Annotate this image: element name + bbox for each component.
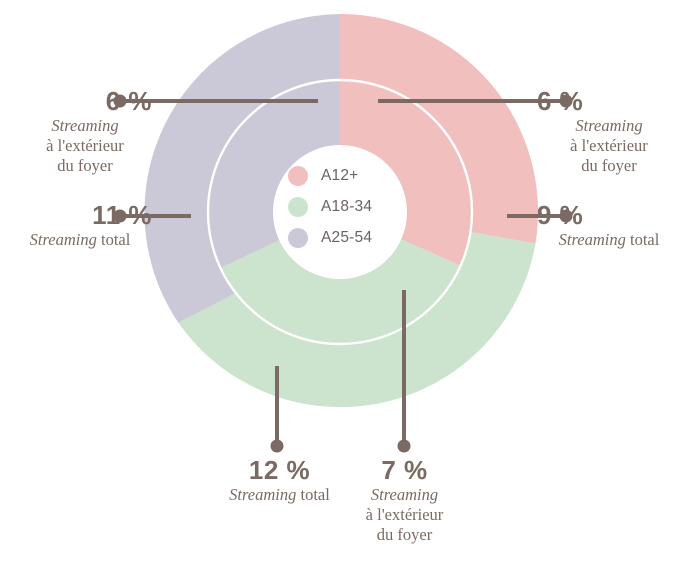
inner-ring (209, 80, 472, 344)
legend-label-a12: A12+ (321, 167, 359, 184)
callout-mid-right-value: 9 % (537, 200, 584, 230)
leader-line-mid-left (113, 209, 191, 223)
leader-line-bottom-right (397, 290, 411, 453)
leader-line-bottom-left (270, 366, 284, 453)
callout-mid-right: 9 % Streaming total (529, 200, 689, 250)
callout-top-left-caption: Streaming à l'extérieur du foyer (46, 116, 124, 175)
leader-line-mid-right (507, 209, 573, 223)
callout-bottom-right-caption: Streaming à l'extérieur du foyer (365, 485, 444, 544)
legend-swatch-a18-34 (288, 197, 308, 217)
legend-item-a12[interactable]: A12+ (288, 166, 398, 186)
outer-sector-a18-34[interactable] (178, 232, 536, 408)
callout-top-left: 6 % Streaming à l'extérieur du foyer (10, 86, 160, 176)
legend-item-a25-54[interactable]: A25-54 (288, 228, 398, 248)
callout-top-right-value: 6 % (537, 86, 584, 116)
outer-sector-a12[interactable] (340, 13, 539, 244)
callout-mid-left: 11 % Streaming total (0, 200, 160, 250)
leader-lines (113, 94, 573, 453)
ring-separator-arc (206, 78, 474, 346)
callout-top-right: 6 % Streaming à l'extérieur du foyer (529, 86, 689, 176)
callout-top-right-caption: Streaming à l'extérieur du foyer (570, 116, 648, 175)
legend-label-a18-34: A18-34 (321, 198, 373, 215)
callout-bottom-left: 12 % Streaming total (182, 455, 377, 505)
chart-legend: A12+ A18-34 A25-54 (288, 166, 398, 259)
callout-top-left-value: 6 % (105, 86, 152, 116)
legend-swatch-a25-54 (288, 228, 308, 248)
callout-bottom-right-value: 7 % (381, 455, 428, 485)
inner-sector-a12[interactable] (340, 80, 472, 266)
callout-bottom-left-value: 12 % (248, 455, 311, 485)
inner-sector-a18-34[interactable] (221, 239, 460, 344)
callout-mid-right-caption: Streaming total (558, 230, 660, 249)
legend-swatch-a12 (288, 166, 308, 186)
callout-bottom-right: 7 % Streaming à l'extérieur du foyer (337, 455, 472, 545)
callout-bottom-left-caption: Streaming total (229, 485, 330, 504)
legend-item-a18-34[interactable]: A18-34 (288, 197, 398, 217)
callout-mid-left-value: 11 % (92, 200, 152, 230)
leader-line-top-left (113, 94, 318, 108)
leader-line-top-right (378, 94, 573, 108)
callout-mid-left-caption: Streaming total (29, 230, 131, 249)
inner-sector-a25-54[interactable] (209, 81, 340, 268)
legend-label-a25-54: A25-54 (321, 229, 373, 246)
